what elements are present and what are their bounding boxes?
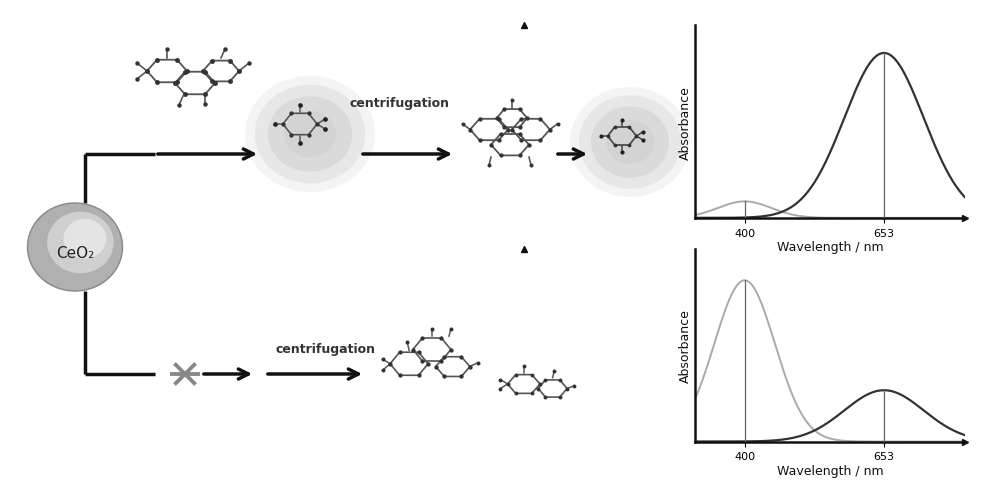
X-axis label: Wavelength / nm: Wavelength / nm bbox=[777, 241, 883, 254]
Ellipse shape bbox=[606, 121, 654, 165]
Text: centrifugation: centrifugation bbox=[350, 96, 450, 109]
Text: centrifugation: centrifugation bbox=[275, 343, 375, 356]
Ellipse shape bbox=[64, 219, 106, 259]
Text: CeO₂: CeO₂ bbox=[56, 246, 94, 261]
Ellipse shape bbox=[245, 77, 375, 192]
Ellipse shape bbox=[28, 204, 122, 291]
Ellipse shape bbox=[284, 111, 336, 158]
Ellipse shape bbox=[591, 107, 669, 179]
Ellipse shape bbox=[268, 97, 352, 172]
Y-axis label: Absorbance: Absorbance bbox=[679, 85, 692, 159]
Ellipse shape bbox=[255, 85, 365, 184]
X-axis label: Wavelength / nm: Wavelength / nm bbox=[777, 464, 883, 477]
Ellipse shape bbox=[570, 88, 690, 198]
Ellipse shape bbox=[47, 212, 114, 274]
Y-axis label: Absorbance: Absorbance bbox=[679, 309, 692, 383]
Ellipse shape bbox=[579, 96, 681, 189]
